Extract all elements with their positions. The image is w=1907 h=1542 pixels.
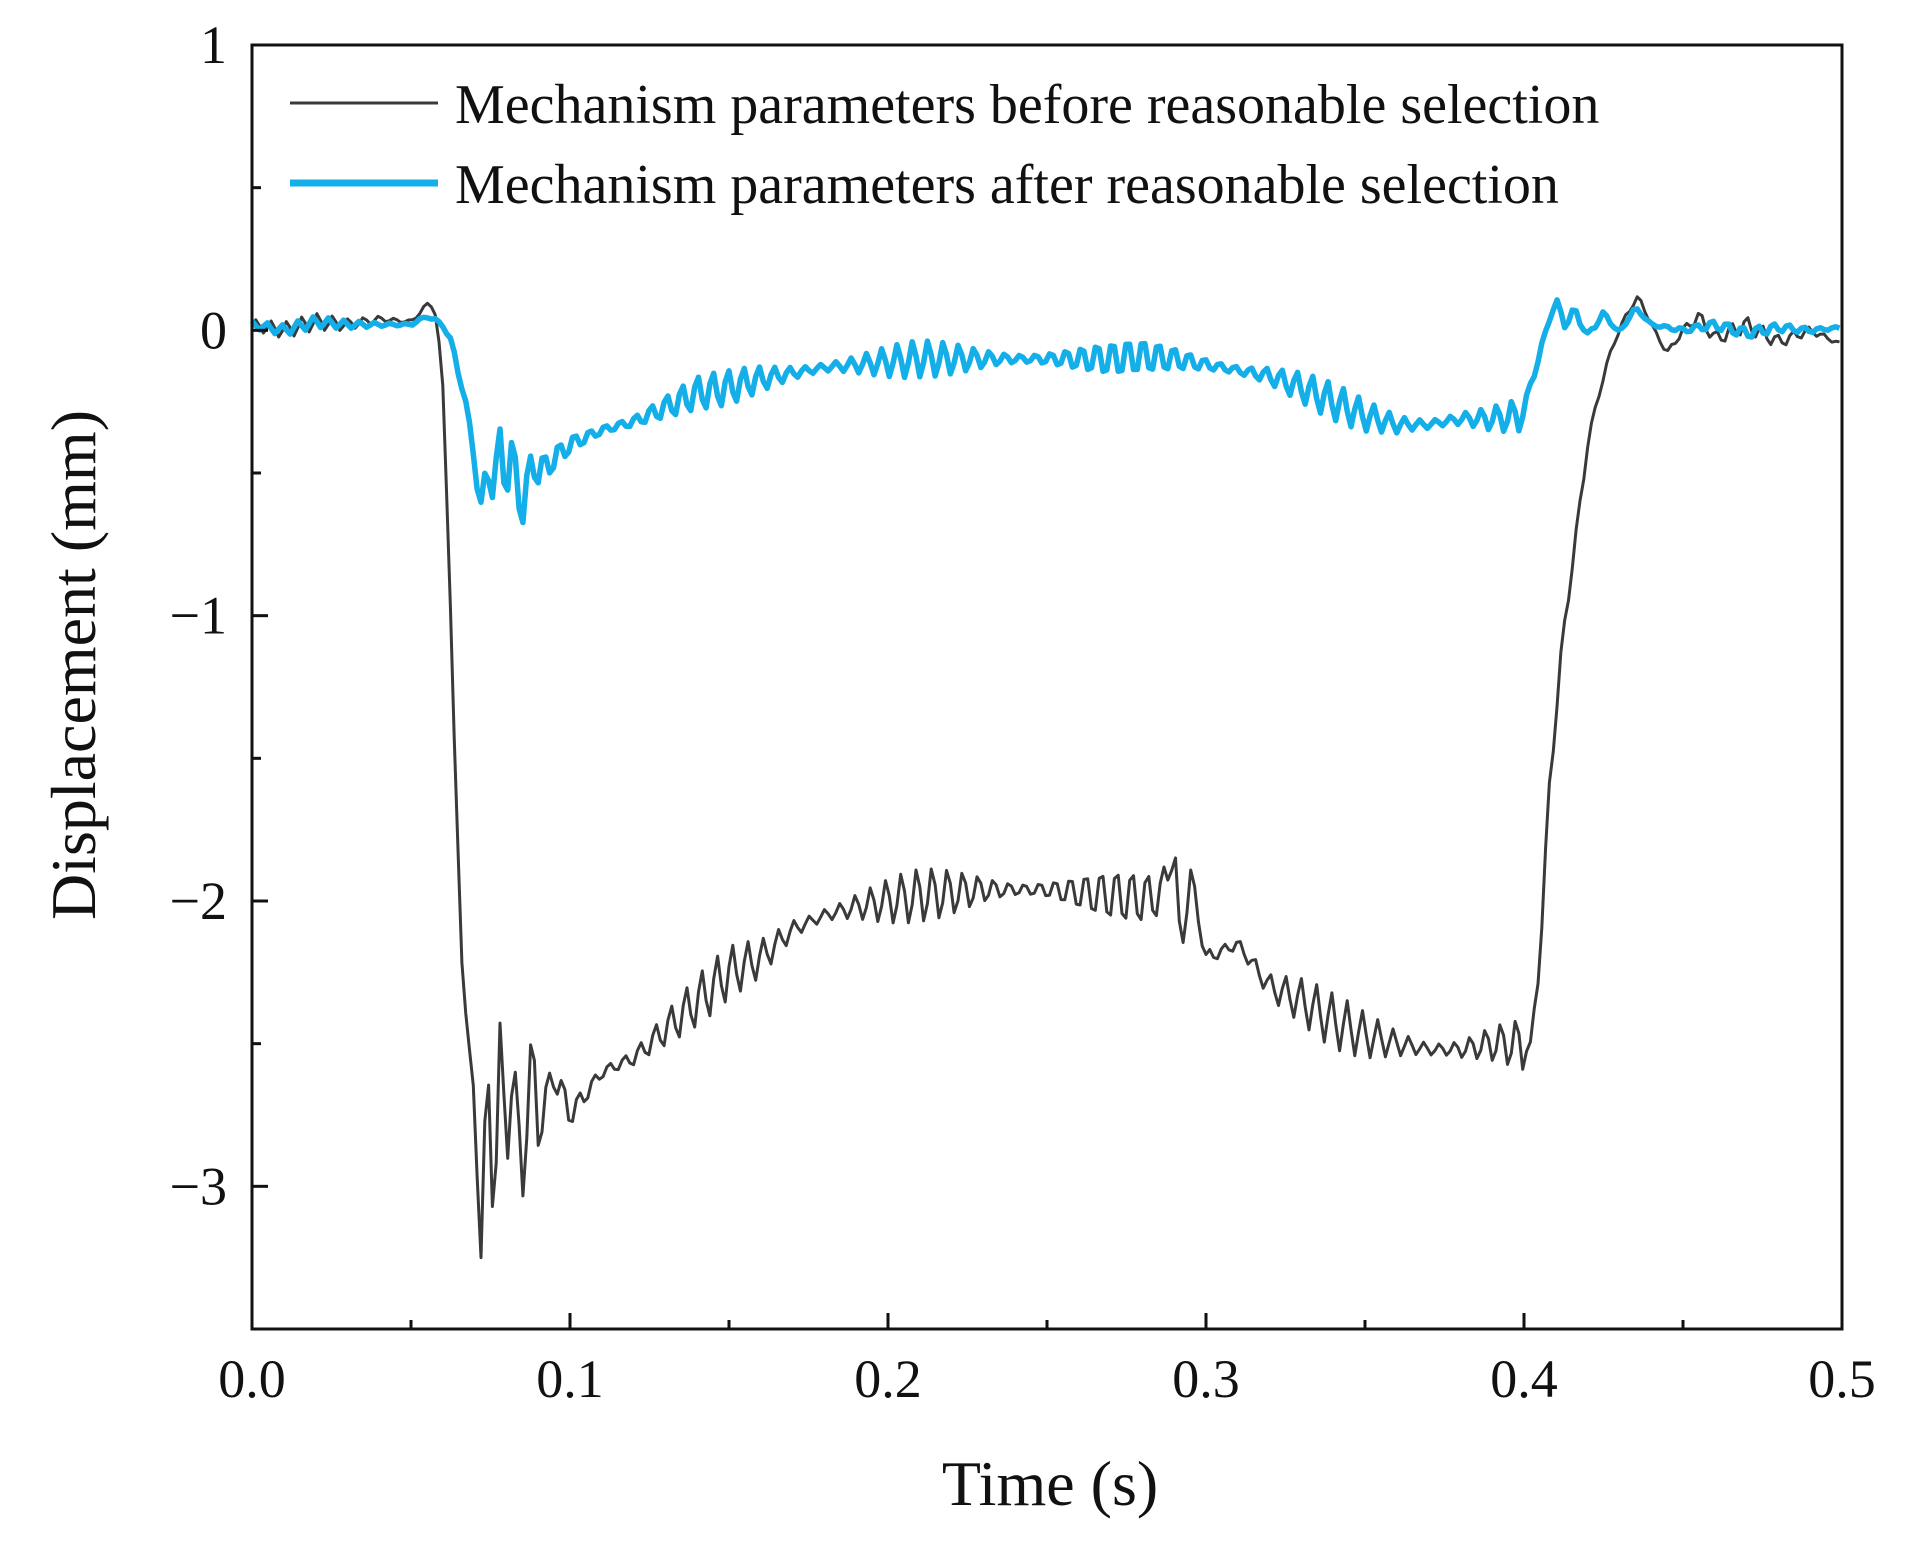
y-tick-label: −2 [170, 871, 227, 931]
y-tick-label: −1 [170, 586, 227, 646]
y-axis-title: Displacement (mm) [38, 410, 109, 920]
x-tick-label: 0.5 [1808, 1349, 1876, 1409]
series-layer [249, 295, 1841, 1260]
y-tick-label: 0 [200, 300, 227, 360]
series-line-0 [250, 295, 1840, 1260]
x-tick-label: 0.3 [1172, 1349, 1240, 1409]
y-tick-label: 1 [200, 15, 227, 75]
x-axis-title: Time (s) [942, 1448, 1158, 1519]
series-line-1 [249, 297, 1841, 526]
x-tick-label: 0.1 [536, 1349, 604, 1409]
axis-ticks [250, 43, 1844, 1331]
legend-label-before: Mechanism parameters before reasonable s… [455, 74, 1599, 136]
x-tick-label: 0.0 [218, 1349, 286, 1409]
x-tick-label: 0.4 [1490, 1349, 1558, 1409]
legend: Mechanism parameters before reasonable s… [290, 74, 1599, 216]
legend-label-after: Mechanism parameters after reasonable se… [455, 154, 1559, 216]
axis-tick-labels: 0.0 0.1 0.2 0.3 0.4 0.5 1 0 −1 −2 −3 [170, 15, 1876, 1409]
y-tick-label: −3 [170, 1156, 227, 1216]
x-tick-label: 0.2 [854, 1349, 922, 1409]
